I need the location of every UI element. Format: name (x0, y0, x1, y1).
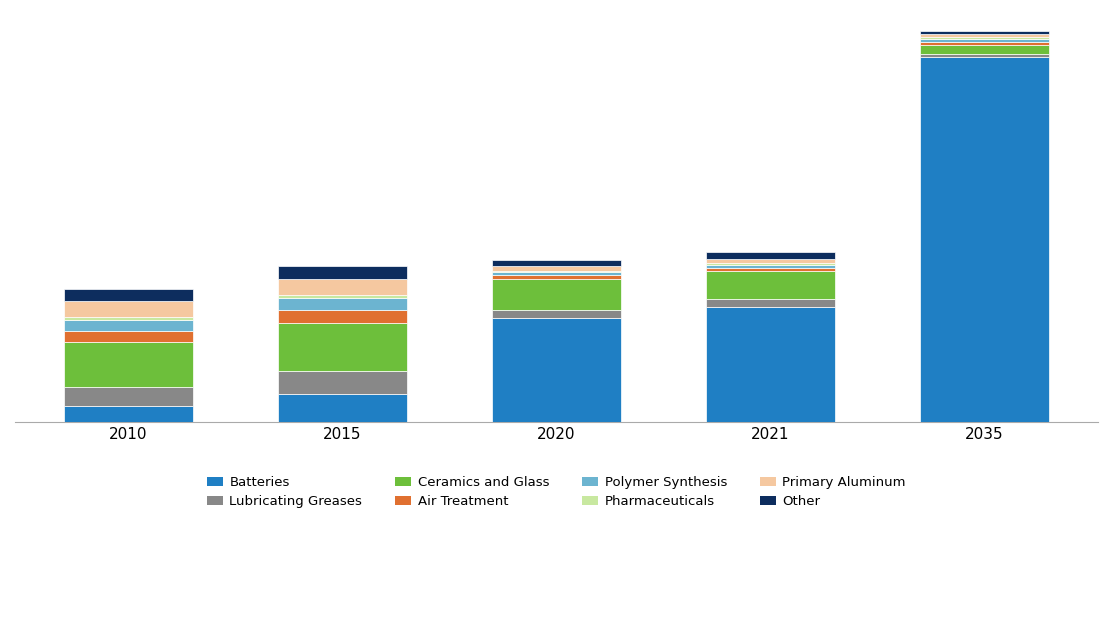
Bar (707, 265, 835, 268)
Legend: Batteries, Lubricating Greases, Ceramics and Glass, Air Treatment, Polymer Synth: Batteries, Lubricating Greases, Ceramics… (200, 469, 913, 515)
Bar (278, 310, 406, 323)
Bar (278, 394, 406, 422)
Bar (492, 310, 621, 318)
Bar (707, 307, 835, 422)
Bar (65, 300, 193, 317)
Bar (65, 320, 193, 331)
Bar (278, 371, 406, 394)
Bar (492, 271, 621, 272)
Bar (492, 275, 621, 279)
Bar (278, 299, 406, 310)
Bar (707, 271, 835, 299)
Bar (707, 268, 835, 271)
Bar (278, 279, 406, 296)
Bar (920, 31, 1048, 35)
Bar (65, 317, 193, 320)
Bar (920, 38, 1048, 39)
Bar (920, 42, 1048, 45)
Bar (492, 318, 621, 422)
Bar (707, 259, 835, 263)
Bar (492, 279, 621, 310)
Bar (65, 342, 193, 387)
Bar (920, 57, 1048, 422)
Bar (920, 35, 1048, 38)
Bar (707, 299, 835, 307)
Bar (920, 45, 1048, 54)
Bar (920, 39, 1048, 42)
Bar (707, 252, 835, 259)
Bar (65, 289, 193, 300)
Bar (65, 331, 193, 342)
Bar (65, 405, 193, 422)
Bar (278, 296, 406, 299)
Bar (492, 260, 621, 267)
Bar (707, 263, 835, 265)
Bar (278, 323, 406, 371)
Bar (492, 267, 621, 271)
Bar (65, 387, 193, 405)
Bar (492, 272, 621, 275)
Bar (278, 266, 406, 279)
Bar (920, 54, 1048, 57)
